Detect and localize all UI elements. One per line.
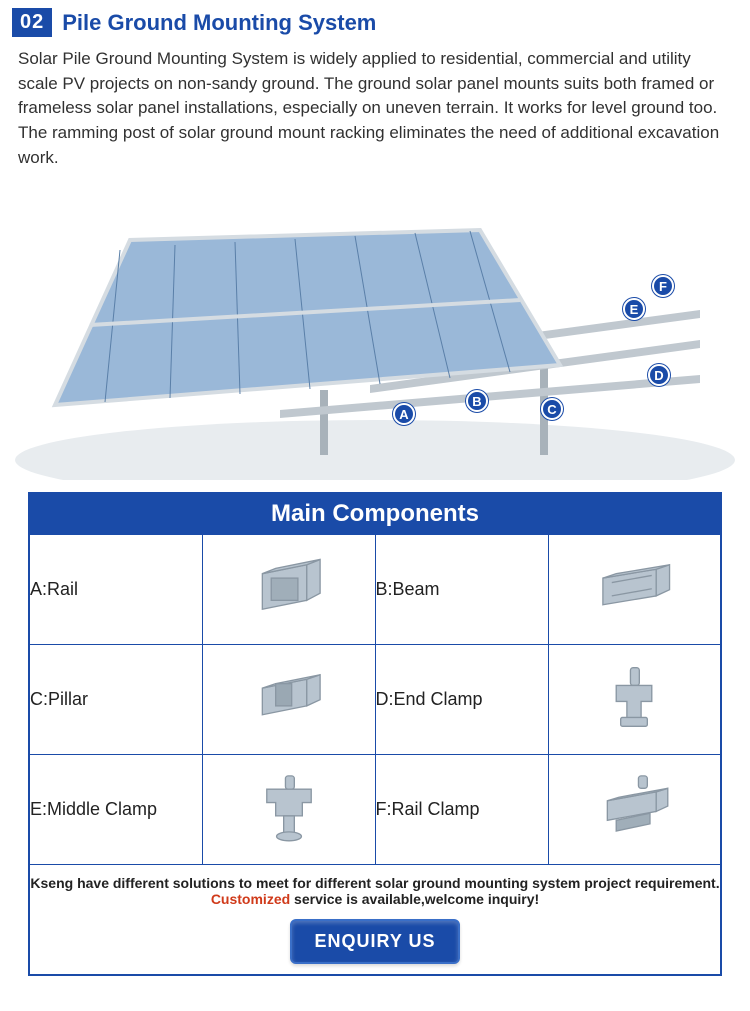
component-label-f: F:Rail Clamp	[375, 755, 548, 865]
section-number-badge: 02	[12, 8, 52, 37]
component-image-pillar	[202, 645, 375, 755]
table-row: A:Rail B:Beam	[29, 535, 721, 645]
component-label-c: C:Pillar	[29, 645, 202, 755]
footer-highlight: Customized	[211, 891, 290, 907]
intro-paragraph-2: The ramming post of solar ground mount r…	[18, 121, 732, 170]
footer-text: Kseng have different solutions to meet f…	[30, 875, 720, 907]
component-label-e: E:Middle Clamp	[29, 755, 202, 865]
component-label-d: D:End Clamp	[375, 645, 548, 755]
component-image-end-clamp	[548, 645, 721, 755]
component-image-beam	[548, 535, 721, 645]
footer-cell: Kseng have different solutions to meet f…	[29, 865, 721, 975]
component-image-middle-clamp	[202, 755, 375, 865]
table-row: C:Pillar D:End Clamp	[29, 645, 721, 755]
component-label-a: A:Rail	[29, 535, 202, 645]
table-row: E:Middle Clamp F:Rail Clamp	[29, 755, 721, 865]
footer-line1: Kseng have different solutions to meet f…	[30, 875, 719, 891]
footer-line2-rest: service is available,welcome inquiry!	[290, 891, 539, 907]
components-heading: Main Components	[29, 493, 721, 535]
intro-paragraph-1: Solar Pile Ground Mounting System is wid…	[18, 47, 732, 121]
intro-text: Solar Pile Ground Mounting System is wid…	[0, 43, 750, 180]
enquiry-button[interactable]: ENQUIRY US	[290, 919, 459, 964]
product-diagram: A B C D E F	[0, 180, 750, 480]
section-title: Pile Ground Mounting System	[62, 10, 376, 36]
components-table-wrap: Main Components A:Rail B:Beam	[0, 480, 750, 984]
component-image-rail	[202, 535, 375, 645]
table-footer-row: Kseng have different solutions to meet f…	[29, 865, 721, 975]
component-label-b: B:Beam	[375, 535, 548, 645]
section-header: 02 Pile Ground Mounting System	[0, 0, 750, 43]
component-image-rail-clamp	[548, 755, 721, 865]
components-table: Main Components A:Rail B:Beam	[28, 492, 722, 976]
